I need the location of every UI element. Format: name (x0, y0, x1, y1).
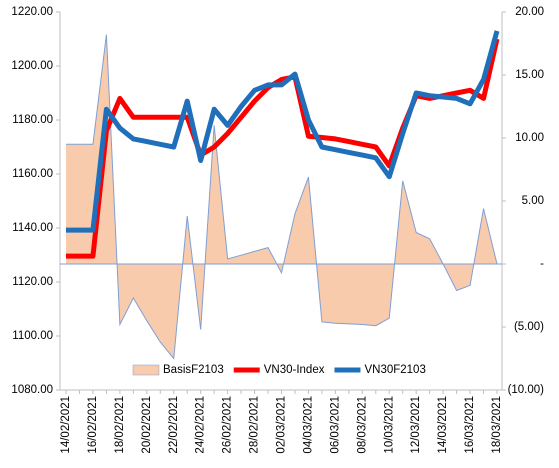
area-line (66, 34, 498, 360)
area (66, 34, 497, 359)
x-tick-group: 08/03/2021 (356, 396, 368, 454)
x-tick-label: 16/03/2021 (464, 396, 476, 454)
x-tick-label: 14/03/2021 (437, 396, 449, 454)
legend-label: VN30F2103 (364, 364, 425, 376)
x-tick-label: 18/02/2021 (114, 396, 126, 454)
x-tick-label: 28/02/2021 (249, 396, 261, 454)
line (66, 30, 500, 233)
y2-tick-label: 10.00 (515, 132, 544, 144)
x-tick-group: 18/03/2021 (491, 396, 503, 454)
x-tick-group: 26/02/2021 (222, 396, 234, 454)
legend-label: VN30-Index (264, 364, 325, 376)
x-tick-label: 02/03/2021 (276, 396, 288, 454)
y2-tick-label: 15.00 (515, 69, 544, 81)
x-tick-label: 14/02/2021 (60, 396, 72, 454)
line (66, 38, 500, 259)
x-tick-group: 04/03/2021 (302, 396, 314, 454)
x-tick-group: 14/02/2021 (60, 396, 72, 454)
x-tick-group: 28/02/2021 (249, 396, 261, 454)
y2-tick-label: - (540, 258, 544, 270)
x-tick-label: 18/03/2021 (491, 396, 503, 454)
x-tick-label: 26/02/2021 (222, 396, 234, 454)
y2-tick-label: (5.00) (514, 321, 544, 333)
y2-tick-label: 5.00 (522, 195, 544, 207)
y-tick-label: 1180.00 (12, 114, 53, 126)
x-tick-label: 24/02/2021 (195, 396, 207, 454)
x-tick-label: 22/02/2021 (168, 396, 180, 454)
x-tick-label: 10/03/2021 (383, 396, 395, 454)
x-tick-label: 04/03/2021 (302, 396, 314, 454)
x-tick-group: 12/03/2021 (410, 396, 422, 454)
x-tick-label: 08/03/2021 (356, 396, 368, 454)
x-tick-group: 10/03/2021 (383, 396, 395, 454)
x-tick-group: 18/02/2021 (114, 396, 126, 454)
y-tick-label: 1200.00 (11, 60, 53, 72)
y2-tick-label: 20.00 (515, 6, 544, 18)
y-tick-label: 1140.00 (12, 222, 53, 234)
x-tick-group: 16/03/2021 (464, 396, 476, 454)
y-tick-label: 1100.00 (12, 330, 53, 342)
x-tick-group: 24/02/2021 (195, 396, 207, 454)
x-tick-label: 06/03/2021 (329, 396, 341, 454)
y-tick-label: 1080.00 (11, 384, 53, 396)
legend-swatch (132, 364, 160, 376)
x-tick-group: 16/02/2021 (87, 396, 99, 454)
x-tick-group: 02/03/2021 (276, 396, 288, 454)
y-tick-label: 1220.00 (11, 6, 53, 18)
x-tick-label: 20/02/2021 (141, 396, 153, 454)
legend-label: BasisF2103 (163, 364, 224, 376)
x-tick-label: 12/03/2021 (410, 396, 422, 454)
x-tick-label: 16/02/2021 (87, 396, 99, 454)
x-tick-group: 20/02/2021 (141, 396, 153, 454)
y-tick-label: 1120.00 (12, 276, 53, 288)
x-tick-group: 06/03/2021 (329, 396, 341, 454)
x-tick-group: 14/03/2021 (437, 396, 449, 454)
y2-tick-label: (10.00) (508, 384, 545, 396)
x-tick-group: 22/02/2021 (168, 396, 180, 454)
y-tick-label: 1160.00 (12, 168, 53, 180)
